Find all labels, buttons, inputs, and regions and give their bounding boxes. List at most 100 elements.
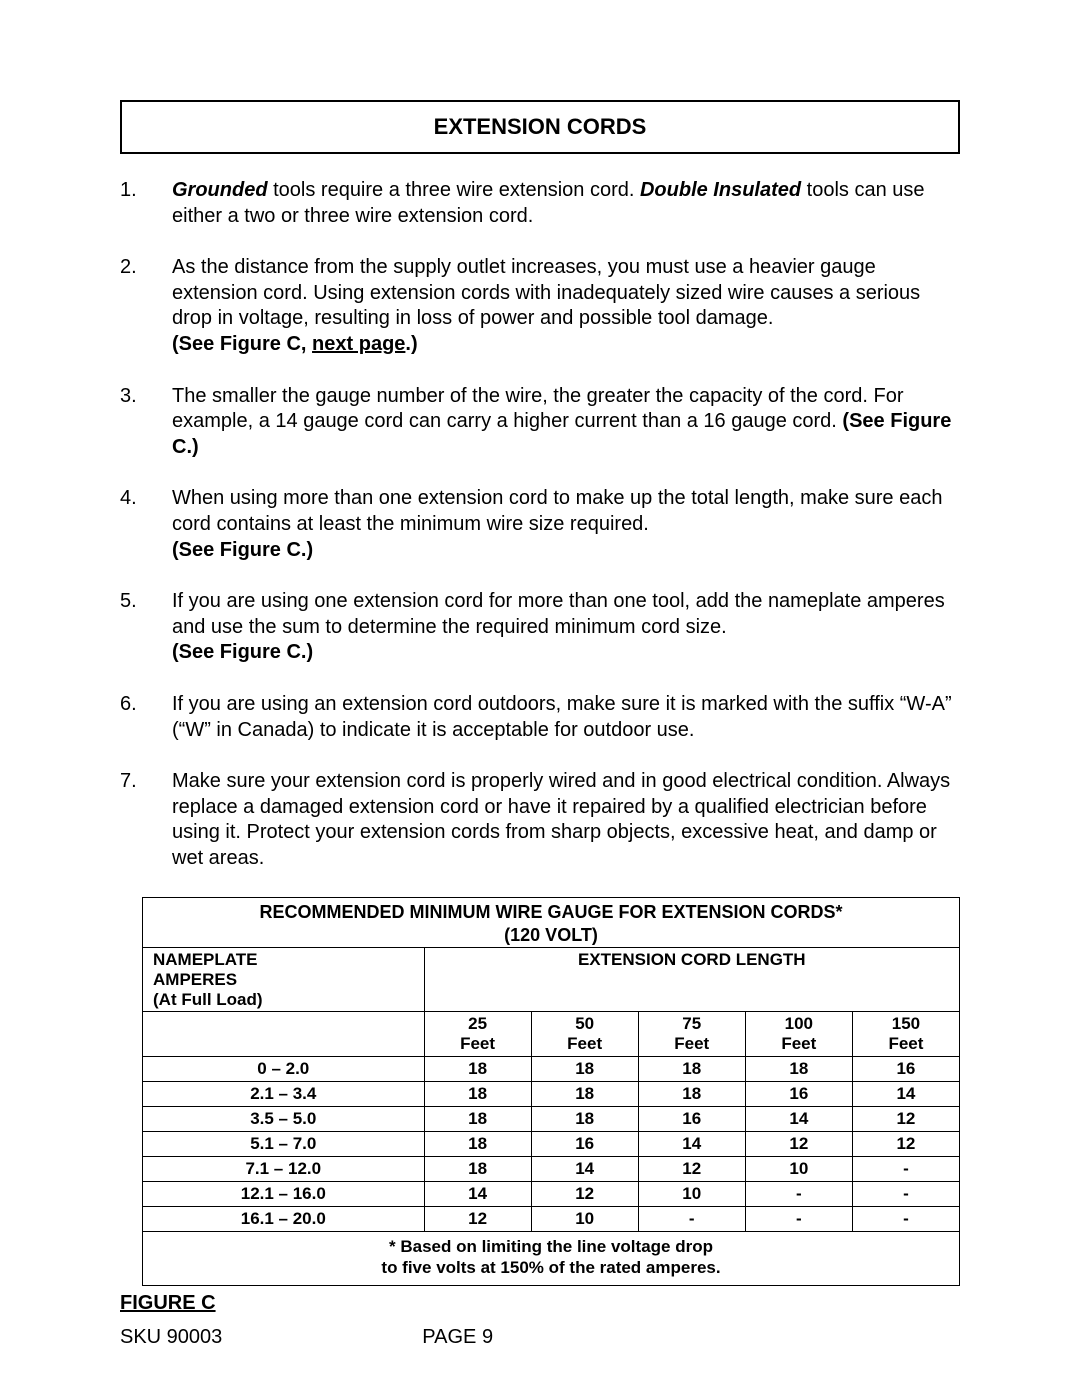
table-row: 12.1 – 16.0141210-- — [143, 1182, 960, 1207]
table-cell-gauge: 14 — [531, 1157, 638, 1182]
table-title-line2: (120 VOLT) — [504, 925, 598, 945]
table-cell-gauge: 16 — [531, 1132, 638, 1157]
table-cell-amperes: 2.1 – 3.4 — [143, 1082, 425, 1107]
table-cell-gauge: 10 — [638, 1182, 745, 1207]
table-row: 2.1 – 3.41818181614 — [143, 1082, 960, 1107]
table-cell-gauge: 12 — [531, 1182, 638, 1207]
table-cell-gauge: 12 — [424, 1207, 531, 1232]
table-footnote-line1: * Based on limiting the line voltage dro… — [389, 1237, 713, 1256]
table-cell-gauge: 18 — [638, 1057, 745, 1082]
list-item-number: 5. — [120, 589, 172, 666]
table-cell-gauge: 18 — [531, 1082, 638, 1107]
table-cell-gauge: 10 — [745, 1157, 852, 1182]
table-column-header: 100Feet — [745, 1012, 852, 1057]
table-cell-gauge: 18 — [424, 1082, 531, 1107]
table-cell-amperes: 3.5 – 5.0 — [143, 1107, 425, 1132]
table-cell-gauge: 18 — [424, 1132, 531, 1157]
list-item: 1.Grounded tools require a three wire ex… — [120, 178, 960, 229]
table-cell-gauge: 18 — [638, 1082, 745, 1107]
list-item-text: If you are using an extension cord outdo… — [172, 692, 960, 743]
table-footnote: * Based on limiting the line voltage dro… — [142, 1232, 960, 1286]
bold-italic-text: Double Insulated — [640, 179, 801, 201]
table-cell-gauge: 18 — [531, 1057, 638, 1082]
table-column-header: 50Feet — [531, 1012, 638, 1057]
table-cell-gauge: 14 — [745, 1107, 852, 1132]
table-cell-gauge: 10 — [531, 1207, 638, 1232]
numbered-list: 1.Grounded tools require a three wire ex… — [120, 178, 960, 871]
table-cell-gauge: 18 — [745, 1057, 852, 1082]
bold-text: (See Figure C.) — [172, 410, 951, 458]
table-cell-gauge: 12 — [852, 1132, 959, 1157]
list-item-text: If you are using one extension cord for … — [172, 589, 960, 666]
table-row: 0 – 2.01818181816 — [143, 1057, 960, 1082]
table-cell-gauge: - — [852, 1182, 959, 1207]
list-item-number: 6. — [120, 692, 172, 743]
table-cell-gauge: - — [852, 1157, 959, 1182]
table-row: 7.1 – 12.018141210- — [143, 1157, 960, 1182]
table-cell-gauge: 14 — [424, 1182, 531, 1207]
list-item-text: The smaller the gauge number of the wire… — [172, 384, 960, 461]
table-cell-gauge: 14 — [638, 1132, 745, 1157]
table-cell-gauge: - — [638, 1207, 745, 1232]
table-column-header: 25Feet — [424, 1012, 531, 1057]
table-footnote-line2: to five volts at 150% of the rated amper… — [381, 1258, 720, 1277]
list-item-number: 1. — [120, 178, 172, 229]
table-cell-amperes: 0 – 2.0 — [143, 1057, 425, 1082]
table-row: 5.1 – 7.01816141212 — [143, 1132, 960, 1157]
list-item-number: 2. — [120, 255, 172, 357]
section-title: EXTENSION CORDS — [120, 100, 960, 154]
page-footer: SKU 90003 PAGE 9 — [120, 1326, 960, 1349]
table-cell-gauge: 12 — [745, 1132, 852, 1157]
table-header-amperes: NAMEPLATEAMPERES(At Full Load) — [143, 948, 425, 1012]
bold-text: (See Figure C.) — [172, 539, 313, 561]
table-cell-gauge: 16 — [638, 1107, 745, 1132]
bold-text: See Figure C, — [179, 333, 312, 355]
list-item: 3.The smaller the gauge number of the wi… — [120, 384, 960, 461]
table-cell-gauge: 14 — [852, 1082, 959, 1107]
list-item-text: Make sure your extension cord is properl… — [172, 769, 960, 871]
list-item: 2.As the distance from the supply outlet… — [120, 255, 960, 357]
bold-text: ( — [172, 333, 179, 355]
bold-underline-text: next page — [312, 333, 405, 355]
list-item-number: 3. — [120, 384, 172, 461]
table-cell-gauge: 16 — [745, 1082, 852, 1107]
table-cell-gauge: 18 — [424, 1157, 531, 1182]
list-item-text: When using more than one extension cord … — [172, 486, 960, 563]
table-cell-gauge: 12 — [852, 1107, 959, 1132]
table-column-header: 75Feet — [638, 1012, 745, 1057]
table-cell-amperes: 7.1 – 12.0 — [143, 1157, 425, 1182]
list-item: 4.When using more than one extension cor… — [120, 486, 960, 563]
table-cell-gauge: 16 — [852, 1057, 959, 1082]
bold-text: .) — [405, 333, 417, 355]
list-item-text: As the distance from the supply outlet i… — [172, 255, 960, 357]
table-cell-gauge: - — [745, 1182, 852, 1207]
list-item-number: 4. — [120, 486, 172, 563]
table-title-line1: RECOMMENDED MINIMUM WIRE GAUGE FOR EXTEN… — [259, 902, 842, 922]
table-column-header: 150Feet — [852, 1012, 959, 1057]
bold-text: (See Figure C.) — [172, 641, 313, 663]
list-item-number: 7. — [120, 769, 172, 871]
table-cell-gauge: 18 — [531, 1107, 638, 1132]
table-cell-amperes: 12.1 – 16.0 — [143, 1182, 425, 1207]
table-cell-amperes: 16.1 – 20.0 — [143, 1207, 425, 1232]
bold-italic-text: Grounded — [172, 179, 268, 201]
table-cell-gauge: 12 — [638, 1157, 745, 1182]
page: EXTENSION CORDS 1.Grounded tools require… — [0, 0, 1080, 1397]
table-cell-gauge: - — [745, 1207, 852, 1232]
table-cell-gauge: - — [852, 1207, 959, 1232]
list-item: 7.Make sure your extension cord is prope… — [120, 769, 960, 871]
list-item: 5.If you are using one extension cord fo… — [120, 589, 960, 666]
table-cell-amperes: 5.1 – 7.0 — [143, 1132, 425, 1157]
table-header-blank — [143, 1012, 425, 1057]
table-header-length: EXTENSION CORD LENGTH — [424, 948, 959, 1012]
sku-text: SKU 90003 — [120, 1326, 222, 1349]
gauge-table-wrap: RECOMMENDED MINIMUM WIRE GAUGE FOR EXTEN… — [142, 897, 960, 1285]
table-row: 16.1 – 20.01210--- — [143, 1207, 960, 1232]
list-item-text: Grounded tools require a three wire exte… — [172, 178, 960, 229]
table-cell-gauge: 18 — [424, 1107, 531, 1132]
gauge-table: NAMEPLATEAMPERES(At Full Load)EXTENSION … — [142, 947, 960, 1232]
table-title: RECOMMENDED MINIMUM WIRE GAUGE FOR EXTEN… — [142, 897, 960, 947]
page-number: PAGE 9 — [422, 1326, 493, 1349]
figure-label: FIGURE C — [120, 1292, 960, 1315]
table-row: 3.5 – 5.01818161412 — [143, 1107, 960, 1132]
